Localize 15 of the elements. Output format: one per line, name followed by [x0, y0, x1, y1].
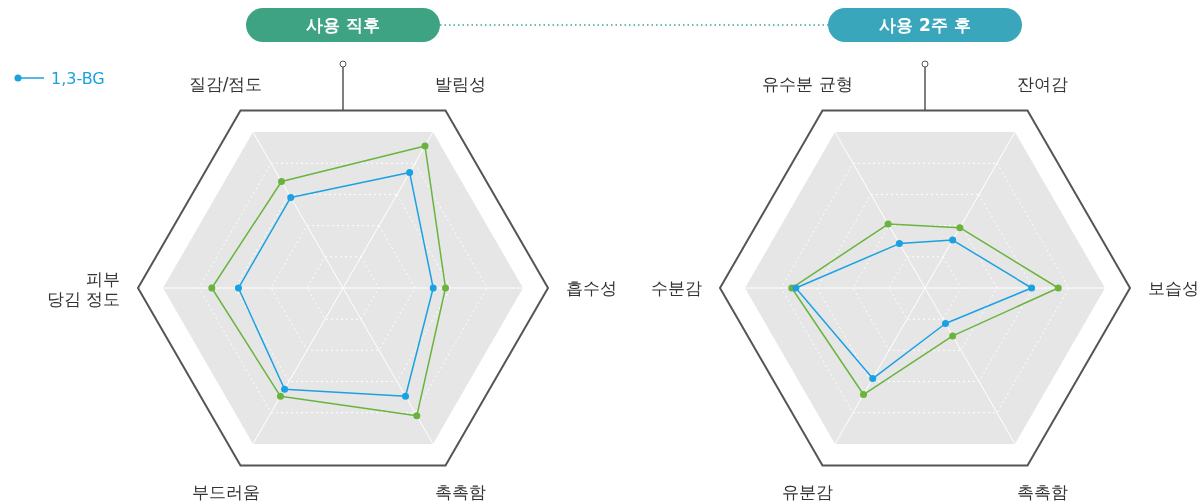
spoke-label: 흡수성 [566, 278, 617, 298]
spoke-label: 촉촉함 [435, 481, 486, 501]
spoke-label: 피부 당김 정도 [46, 269, 120, 309]
chart-title: 사용 직후 [306, 15, 380, 35]
spoke-label: 보습성 [1148, 278, 1197, 298]
spoke-label: 유수분 균형 [762, 74, 853, 95]
spoke-label: 발림성 [435, 74, 486, 95]
spoke-label: 부드러움 [191, 481, 260, 501]
spoke-label: 수분감 [651, 278, 702, 298]
spoke-label: 잔여감 [1017, 74, 1068, 95]
chart-title: 사용 2주 후 [879, 15, 971, 35]
spoke-label: 질감/점도 [188, 74, 263, 95]
legend-label: 1,3-BG [51, 69, 105, 88]
spoke-label: 촉촉함 [1017, 481, 1068, 501]
spoke-label: 유분감 [782, 481, 833, 501]
